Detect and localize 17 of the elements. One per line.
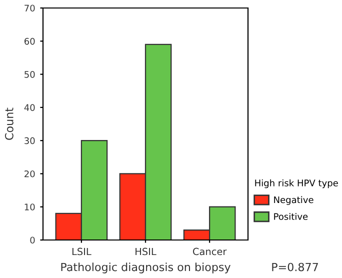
legend-label: Negative <box>274 196 314 205</box>
y-tick-label: 40 <box>24 104 35 111</box>
legend-title: High risk HPV type <box>255 179 338 188</box>
y-tick-label: 70 <box>24 4 35 12</box>
y-tick-label: 10 <box>24 204 35 210</box>
y-tick-label: 30 <box>24 137 35 144</box>
x-tick-label: HSIL <box>136 248 156 256</box>
x-tick-label: Cancer <box>192 248 227 256</box>
legend-label: Positive <box>274 212 308 220</box>
y-tick-label: 50 <box>24 71 35 78</box>
text: P=0.877 <box>272 262 318 272</box>
y-axis-title: Count <box>4 108 14 140</box>
y-tick-label: 60 <box>24 38 35 45</box>
x-tick-label: LSIL <box>72 248 92 256</box>
y-tick-label: 20 <box>24 170 35 178</box>
x-axis-title: Pathologic diagnosis on biopsy <box>61 262 230 274</box>
y-tick-label: 0 <box>30 236 35 244</box>
